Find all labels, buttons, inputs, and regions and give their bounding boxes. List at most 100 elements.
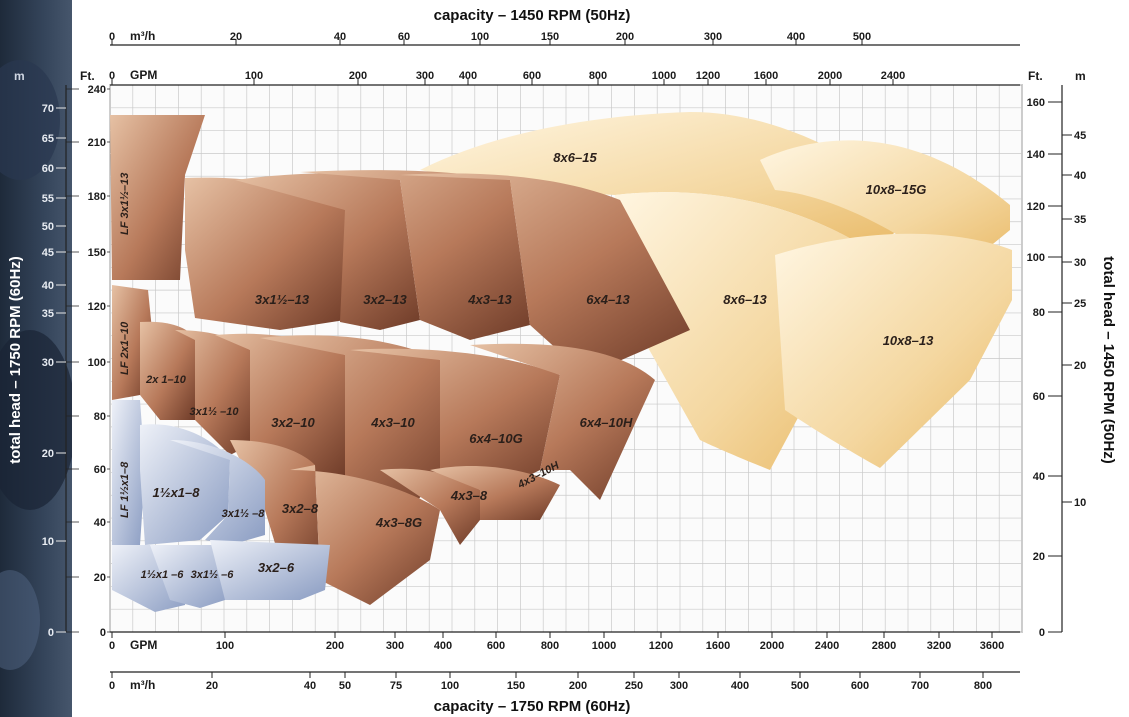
label-6x4-13: 6x4–13 <box>586 292 630 307</box>
region-8x6-15 <box>420 112 920 250</box>
right-m-tick-label: 45 <box>1074 130 1086 142</box>
bottom-m3h-tick-label: 700 <box>911 680 929 692</box>
left-m-tick-label: 20 <box>42 448 54 460</box>
bottom-gpm-tick-label: 3600 <box>980 640 1004 652</box>
label-8x6-15: 8x6–15 <box>553 150 597 165</box>
label-1-5x1-6: 1½x1 –6 <box>141 569 185 581</box>
left-ft-unit: Ft. <box>80 69 95 83</box>
region-6x4-10h <box>470 343 655 500</box>
pump-photo-strip <box>0 0 72 717</box>
top-m3h-tick-label: 400 <box>787 31 805 43</box>
top-gpm-tick-label: 1000 <box>652 70 676 82</box>
right-m-tick-label: 30 <box>1074 257 1086 269</box>
region-3x1-5-13 <box>185 177 345 330</box>
label-10x8-13: 10x8–13 <box>883 333 934 348</box>
top-gpm-tick-label: 300 <box>416 70 434 82</box>
bottom-m3h-tick-label: 150 <box>507 680 525 692</box>
top-m3h-tick-label: 0 <box>109 31 115 43</box>
region-3x1-5-6 <box>150 545 230 608</box>
top-axis-title: capacity – 1450 RPM (50Hz) <box>434 7 631 24</box>
region-4x3-10h <box>430 465 560 520</box>
label-3x2-8: 3x2–8 <box>282 501 319 516</box>
bottom-gpm-tick-label: 2400 <box>815 640 839 652</box>
left-ft-tick-bg <box>79 188 107 202</box>
label-6x4-10g: 6x4–10G <box>469 431 523 446</box>
label-lf-3x1-5-13: LF 3x1½–13 <box>119 173 131 235</box>
bottom-m3h-tick-label: 50 <box>339 680 351 692</box>
bottom-m3h-unit: m³/h <box>130 678 155 692</box>
left-m-tick-label: 35 <box>42 308 54 320</box>
left-m-tick-label: 10 <box>42 536 54 548</box>
right-ft-tick-label: 40 <box>1033 471 1045 483</box>
bottom-gpm-tick-label: 2800 <box>872 640 896 652</box>
label-4x3-8: 4x3–8 <box>450 488 488 503</box>
bottom-m3h-tick-label: 200 <box>569 680 587 692</box>
right-m-tick-label: 40 <box>1074 170 1086 182</box>
top-gpm-tick-label: 2400 <box>881 70 905 82</box>
left-ft-tick-label: 100 <box>88 357 106 369</box>
label-3x1-5-8: 3x1½ –8 <box>222 508 266 520</box>
region-3x1-5-10 <box>175 330 250 455</box>
bottom-m3h-tick-label: 75 <box>390 680 402 692</box>
left-ft-tick-bg <box>79 461 107 475</box>
left-ft-tick-label: 210 <box>88 137 106 149</box>
label-8x6-13: 8x6–13 <box>723 292 767 307</box>
top-m3h-tick-label: 60 <box>398 31 410 43</box>
left-m-tick-label: 0 <box>48 627 54 639</box>
left-m-tick-label: 45 <box>42 247 54 259</box>
bottom-m3h-tick-label: 0 <box>109 680 115 692</box>
label-3x2-13: 3x2–13 <box>363 292 407 307</box>
top-gpm-tick-label: 0 <box>109 70 115 82</box>
right-m-unit: m <box>1075 69 1086 83</box>
bottom-gpm-tick-label: 600 <box>487 640 505 652</box>
right-ft-tick-label: 0 <box>1039 627 1045 639</box>
right-m-tick-label: 35 <box>1074 214 1086 226</box>
label-3x2-10: 3x2–10 <box>271 415 315 430</box>
top-m3h-tick-label: 200 <box>616 31 634 43</box>
top-gpm-tick-label: 800 <box>589 70 607 82</box>
bottom-gpm-tick-label: 1600 <box>706 640 730 652</box>
bottom-m3h-tick-label: 500 <box>791 680 809 692</box>
region-lf-1-5x1-8 <box>112 400 145 545</box>
left-ft-tick-label: 150 <box>88 247 106 259</box>
bottom-gpm-tick-label: 300 <box>386 640 404 652</box>
region-3x2-6 <box>210 540 330 600</box>
region-3x1-5-8 <box>170 440 265 545</box>
top-gpm-unit: GPM <box>130 68 157 82</box>
left-ft-tick-bg <box>79 624 107 638</box>
region-2x1-10 <box>140 321 195 420</box>
top-gpm-tick-label: 600 <box>523 70 541 82</box>
left-ft-tick-bg <box>79 569 107 583</box>
right-ft-tick-label: 20 <box>1033 551 1045 563</box>
left-m-unit: m <box>14 69 25 83</box>
top-m3h-tick-label: 150 <box>541 31 559 43</box>
label-3x2-6: 3x2–6 <box>258 560 295 575</box>
top-gpm-tick-label: 1200 <box>696 70 720 82</box>
bottom-m3h-tick-label: 100 <box>441 680 459 692</box>
left-ft-tick-bg <box>79 298 107 312</box>
bottom-gpm-unit: GPM <box>130 638 157 652</box>
right-ft-tick-label: 160 <box>1027 97 1045 109</box>
region-6x4-10g <box>350 348 560 490</box>
top-m3h-unit: m³/h <box>130 29 155 43</box>
left-ft-tick-bg <box>79 244 107 258</box>
left-m-tick-label: 30 <box>42 357 54 369</box>
bottom-gpm-tick-label: 800 <box>541 640 559 652</box>
left-m-tick-label: 65 <box>42 133 54 145</box>
bottom-m3h-tick-label: 400 <box>731 680 749 692</box>
left-ft-tick-bg <box>79 134 107 148</box>
left-m-tick-label: 50 <box>42 221 54 233</box>
region-1-5x1-8 <box>140 424 230 545</box>
top-m3h-tick-label: 20 <box>230 31 242 43</box>
label-2x1-10: 2x 1–10 <box>145 374 187 386</box>
left-ft-tick-label: 20 <box>94 572 106 584</box>
left-m-tick-label: 60 <box>42 163 54 175</box>
bottom-m3h-tick-label: 20 <box>206 680 218 692</box>
right-m-tick-label: 10 <box>1074 497 1086 509</box>
right-ft-tick-label: 100 <box>1027 252 1045 264</box>
bottom-gpm-tick-label: 2000 <box>760 640 784 652</box>
label-lf-2x1-10: LF 2x1–10 <box>119 321 131 375</box>
left-m-tick-label: 40 <box>42 280 54 292</box>
bottom-gpm-tick-label: 1200 <box>649 640 673 652</box>
bottom-m3h-tick-label: 800 <box>974 680 992 692</box>
